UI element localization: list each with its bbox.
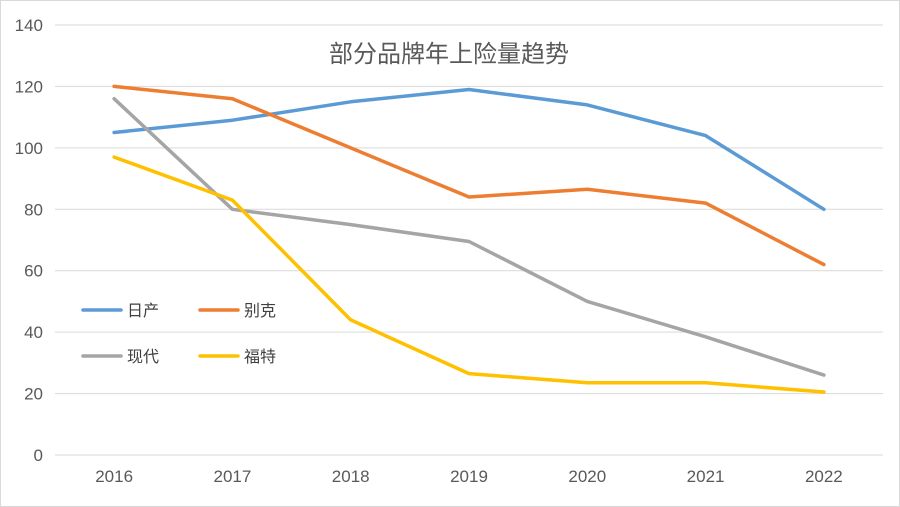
legend-item: 福特 xyxy=(198,347,276,366)
y-tick-label: 80 xyxy=(24,200,43,219)
y-tick-label: 140 xyxy=(15,16,43,35)
legend-item: 别克 xyxy=(198,301,276,320)
legend-item: 日产 xyxy=(81,301,159,320)
series-line-1 xyxy=(112,84,826,267)
x-axis-ticks: 2016 2017 2018 2019 2020 2021 2022 xyxy=(95,467,843,486)
series-line-2 xyxy=(112,96,826,377)
x-tick-label: 2017 xyxy=(214,467,252,486)
legend-label: 现代 xyxy=(127,347,159,366)
y-tick-label: 100 xyxy=(15,139,43,158)
x-tick-label: 2022 xyxy=(805,467,843,486)
gridlines xyxy=(55,24,883,456)
chart-title: 部分品牌年上险量趋势 xyxy=(329,40,569,68)
x-tick-label: 2016 xyxy=(95,467,133,486)
y-tick-label: 120 xyxy=(15,77,43,96)
y-axis-ticks: 0 20 40 60 80 100 120 140 xyxy=(15,16,43,465)
x-tick-label: 2020 xyxy=(568,467,606,486)
x-tick-label: 2021 xyxy=(687,467,725,486)
y-tick-label: 20 xyxy=(24,385,43,404)
series-line-0 xyxy=(112,87,826,212)
y-tick-label: 60 xyxy=(24,262,43,281)
x-tick-label: 2018 xyxy=(332,467,370,486)
legend-label: 日产 xyxy=(127,301,159,320)
series-line-3 xyxy=(112,155,826,394)
legend-item: 现代 xyxy=(81,347,159,366)
legend-label: 别克 xyxy=(244,301,276,320)
legend-label: 福特 xyxy=(244,347,276,366)
x-tick-label: 2019 xyxy=(450,467,488,486)
y-tick-label: 0 xyxy=(34,446,43,465)
y-tick-label: 40 xyxy=(24,323,43,342)
series-lines xyxy=(112,84,826,394)
